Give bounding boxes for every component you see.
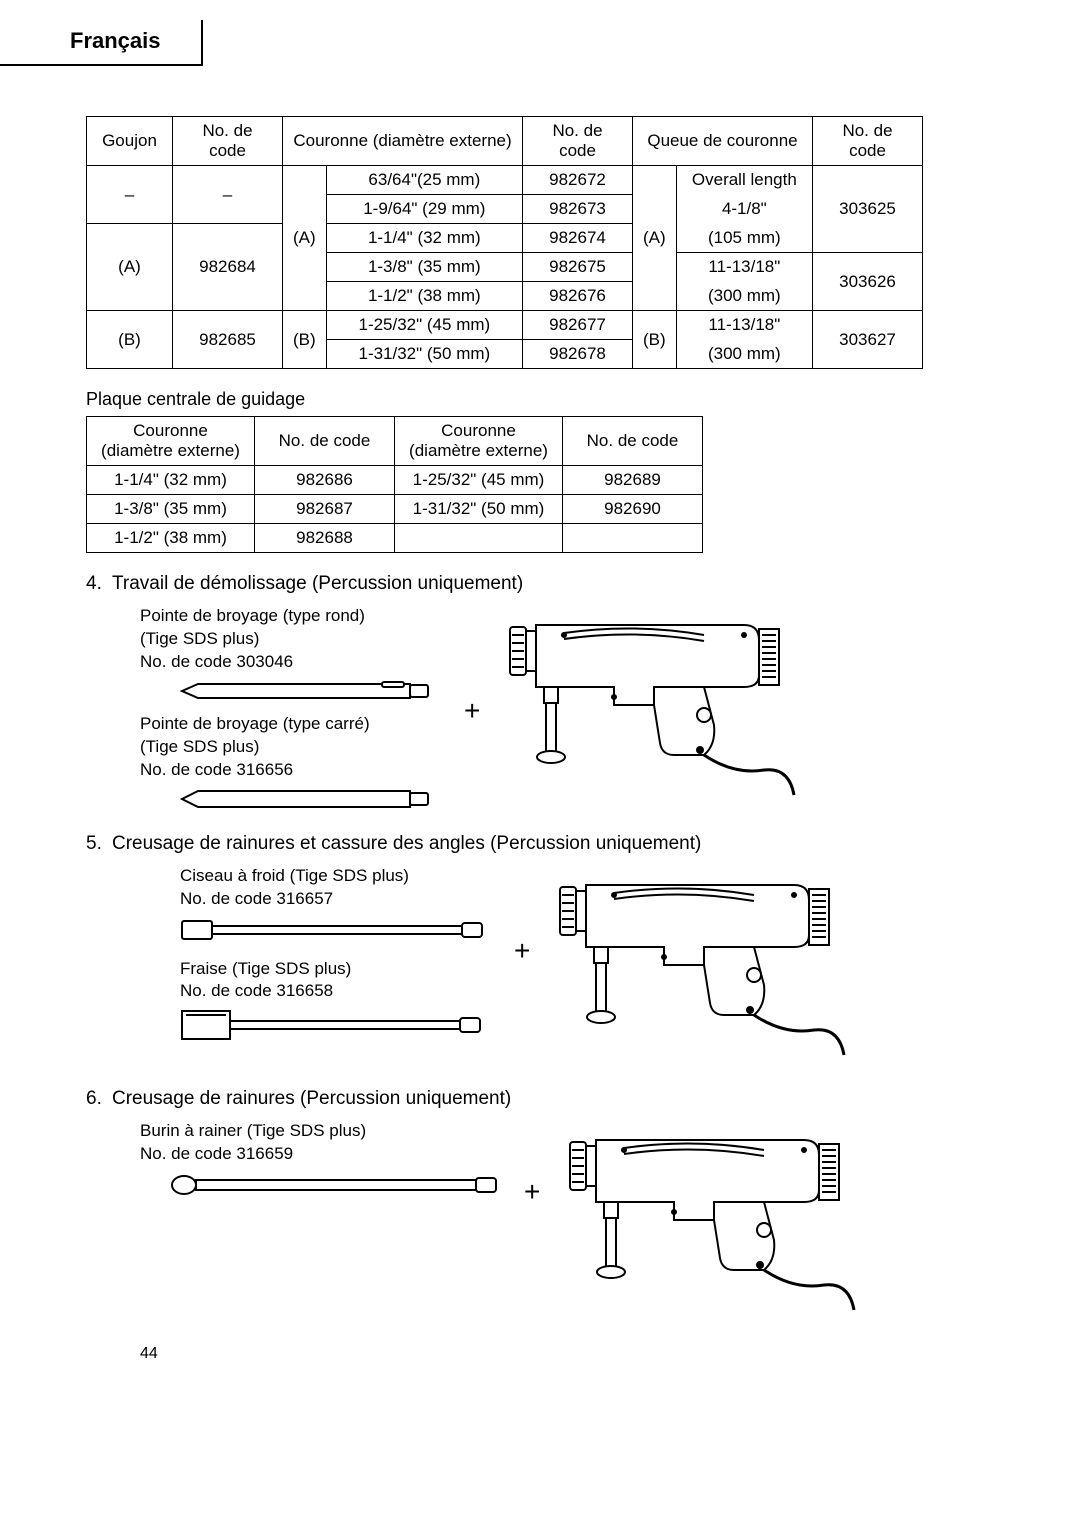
cold-chisel-icon <box>180 917 490 943</box>
cell: 1-1/4" (32 mm) <box>326 224 522 253</box>
th-queue: Queue de couronne <box>633 117 813 166</box>
th-code3: No. de code <box>813 117 923 166</box>
cell: 982675 <box>523 253 633 282</box>
cell: (A) <box>283 166 327 311</box>
th: No. de code <box>563 417 703 466</box>
table-row: 1-1/2" (38 mm) 982688 <box>87 524 703 553</box>
cell: 1-31/32" (50 mm) <box>326 340 522 369</box>
grooving-chisel-icon <box>170 1172 500 1198</box>
sec6-item1: Burin à rainer (Tige SDS plus) No. de co… <box>140 1120 500 1166</box>
cell: 982674 <box>523 224 633 253</box>
cell: (A) <box>87 224 173 311</box>
drill-diagram <box>504 605 804 810</box>
cell: 982672 <box>523 166 633 195</box>
cell: – <box>87 166 173 224</box>
cell: (B) <box>87 311 173 369</box>
language-label: Français <box>70 28 161 53</box>
sec4-item1: Pointe de broyage (type rond) (Tige SDS … <box>140 605 440 674</box>
plus-icon: + <box>524 1176 540 1208</box>
cell: Overall length <box>676 166 812 195</box>
cell: – <box>173 166 283 224</box>
plus-icon: + <box>514 935 530 967</box>
cell: 1-25/32" (45 mm) <box>326 311 522 340</box>
th: Couronne (diamètre externe) <box>395 417 563 466</box>
cell: (300 mm) <box>676 340 812 369</box>
table-guide-plate: Couronne (diamètre externe) No. de code … <box>86 416 703 553</box>
cell: 1-9/64" (29 mm) <box>326 195 522 224</box>
cell: (105 mm) <box>676 224 812 253</box>
cell: 982678 <box>523 340 633 369</box>
section-6-heading: 6.Creusage de rainures (Percussion uniqu… <box>86 1088 1020 1110</box>
bull-point-square-icon <box>180 788 440 810</box>
th-code2: No. de code <box>523 117 633 166</box>
sec4-item2: Pointe de broyage (type carré) (Tige SDS… <box>140 713 440 782</box>
cell: 982684 <box>173 224 283 311</box>
bull-point-round-icon <box>180 680 440 702</box>
cell: 303626 <box>813 253 923 311</box>
cell: 982677 <box>523 311 633 340</box>
drill-diagram <box>554 865 854 1070</box>
table-row: 1-3/8" (35 mm) 982687 1-31/32" (50 mm) 9… <box>87 495 703 524</box>
th-code1: No. de code <box>173 117 283 166</box>
cell: 11-13/18" <box>676 311 812 340</box>
cutter-icon <box>180 1009 490 1045</box>
table-crown-parts: Goujon No. de code Couronne (diamètre ex… <box>86 116 923 369</box>
cell: (B) <box>633 311 677 369</box>
cell: 11-13/18" <box>676 253 812 282</box>
table-row: 1-1/4" (32 mm) 982686 1-25/32" (45 mm) 9… <box>87 466 703 495</box>
cell: 63/64"(25 mm) <box>326 166 522 195</box>
drill-diagram <box>564 1120 864 1325</box>
cell: (300 mm) <box>676 282 812 311</box>
language-tab: Français <box>0 20 203 66</box>
cell: (A) <box>633 166 677 311</box>
page-number: 44 <box>140 1345 158 1363</box>
cell: 4-1/8" <box>676 195 812 224</box>
cell: (B) <box>283 311 327 369</box>
cell: 982685 <box>173 311 283 369</box>
cell: 982676 <box>523 282 633 311</box>
th-couronne: Couronne (diamètre externe) <box>283 117 523 166</box>
section-5-heading: 5.Creusage de rainures et cassure des an… <box>86 833 1020 855</box>
plus-icon: + <box>464 695 480 727</box>
cell: 982673 <box>523 195 633 224</box>
th: No. de code <box>255 417 395 466</box>
cell: 1-1/2" (38 mm) <box>326 282 522 311</box>
th-goujon: Goujon <box>87 117 173 166</box>
sec5-item1: Ciseau à froid (Tige SDS plus) No. de co… <box>180 865 490 911</box>
sec5-item2: Fraise (Tige SDS plus) No. de code 31665… <box>180 958 490 1004</box>
cell: 303625 <box>813 166 923 253</box>
section-4-heading: 4.Travail de démolissage (Percussion uni… <box>86 573 1020 595</box>
cell: 1-3/8" (35 mm) <box>326 253 522 282</box>
table2-title: Plaque centrale de guidage <box>86 389 1020 410</box>
cell: 303627 <box>813 311 923 369</box>
th: Couronne (diamètre externe) <box>87 417 255 466</box>
